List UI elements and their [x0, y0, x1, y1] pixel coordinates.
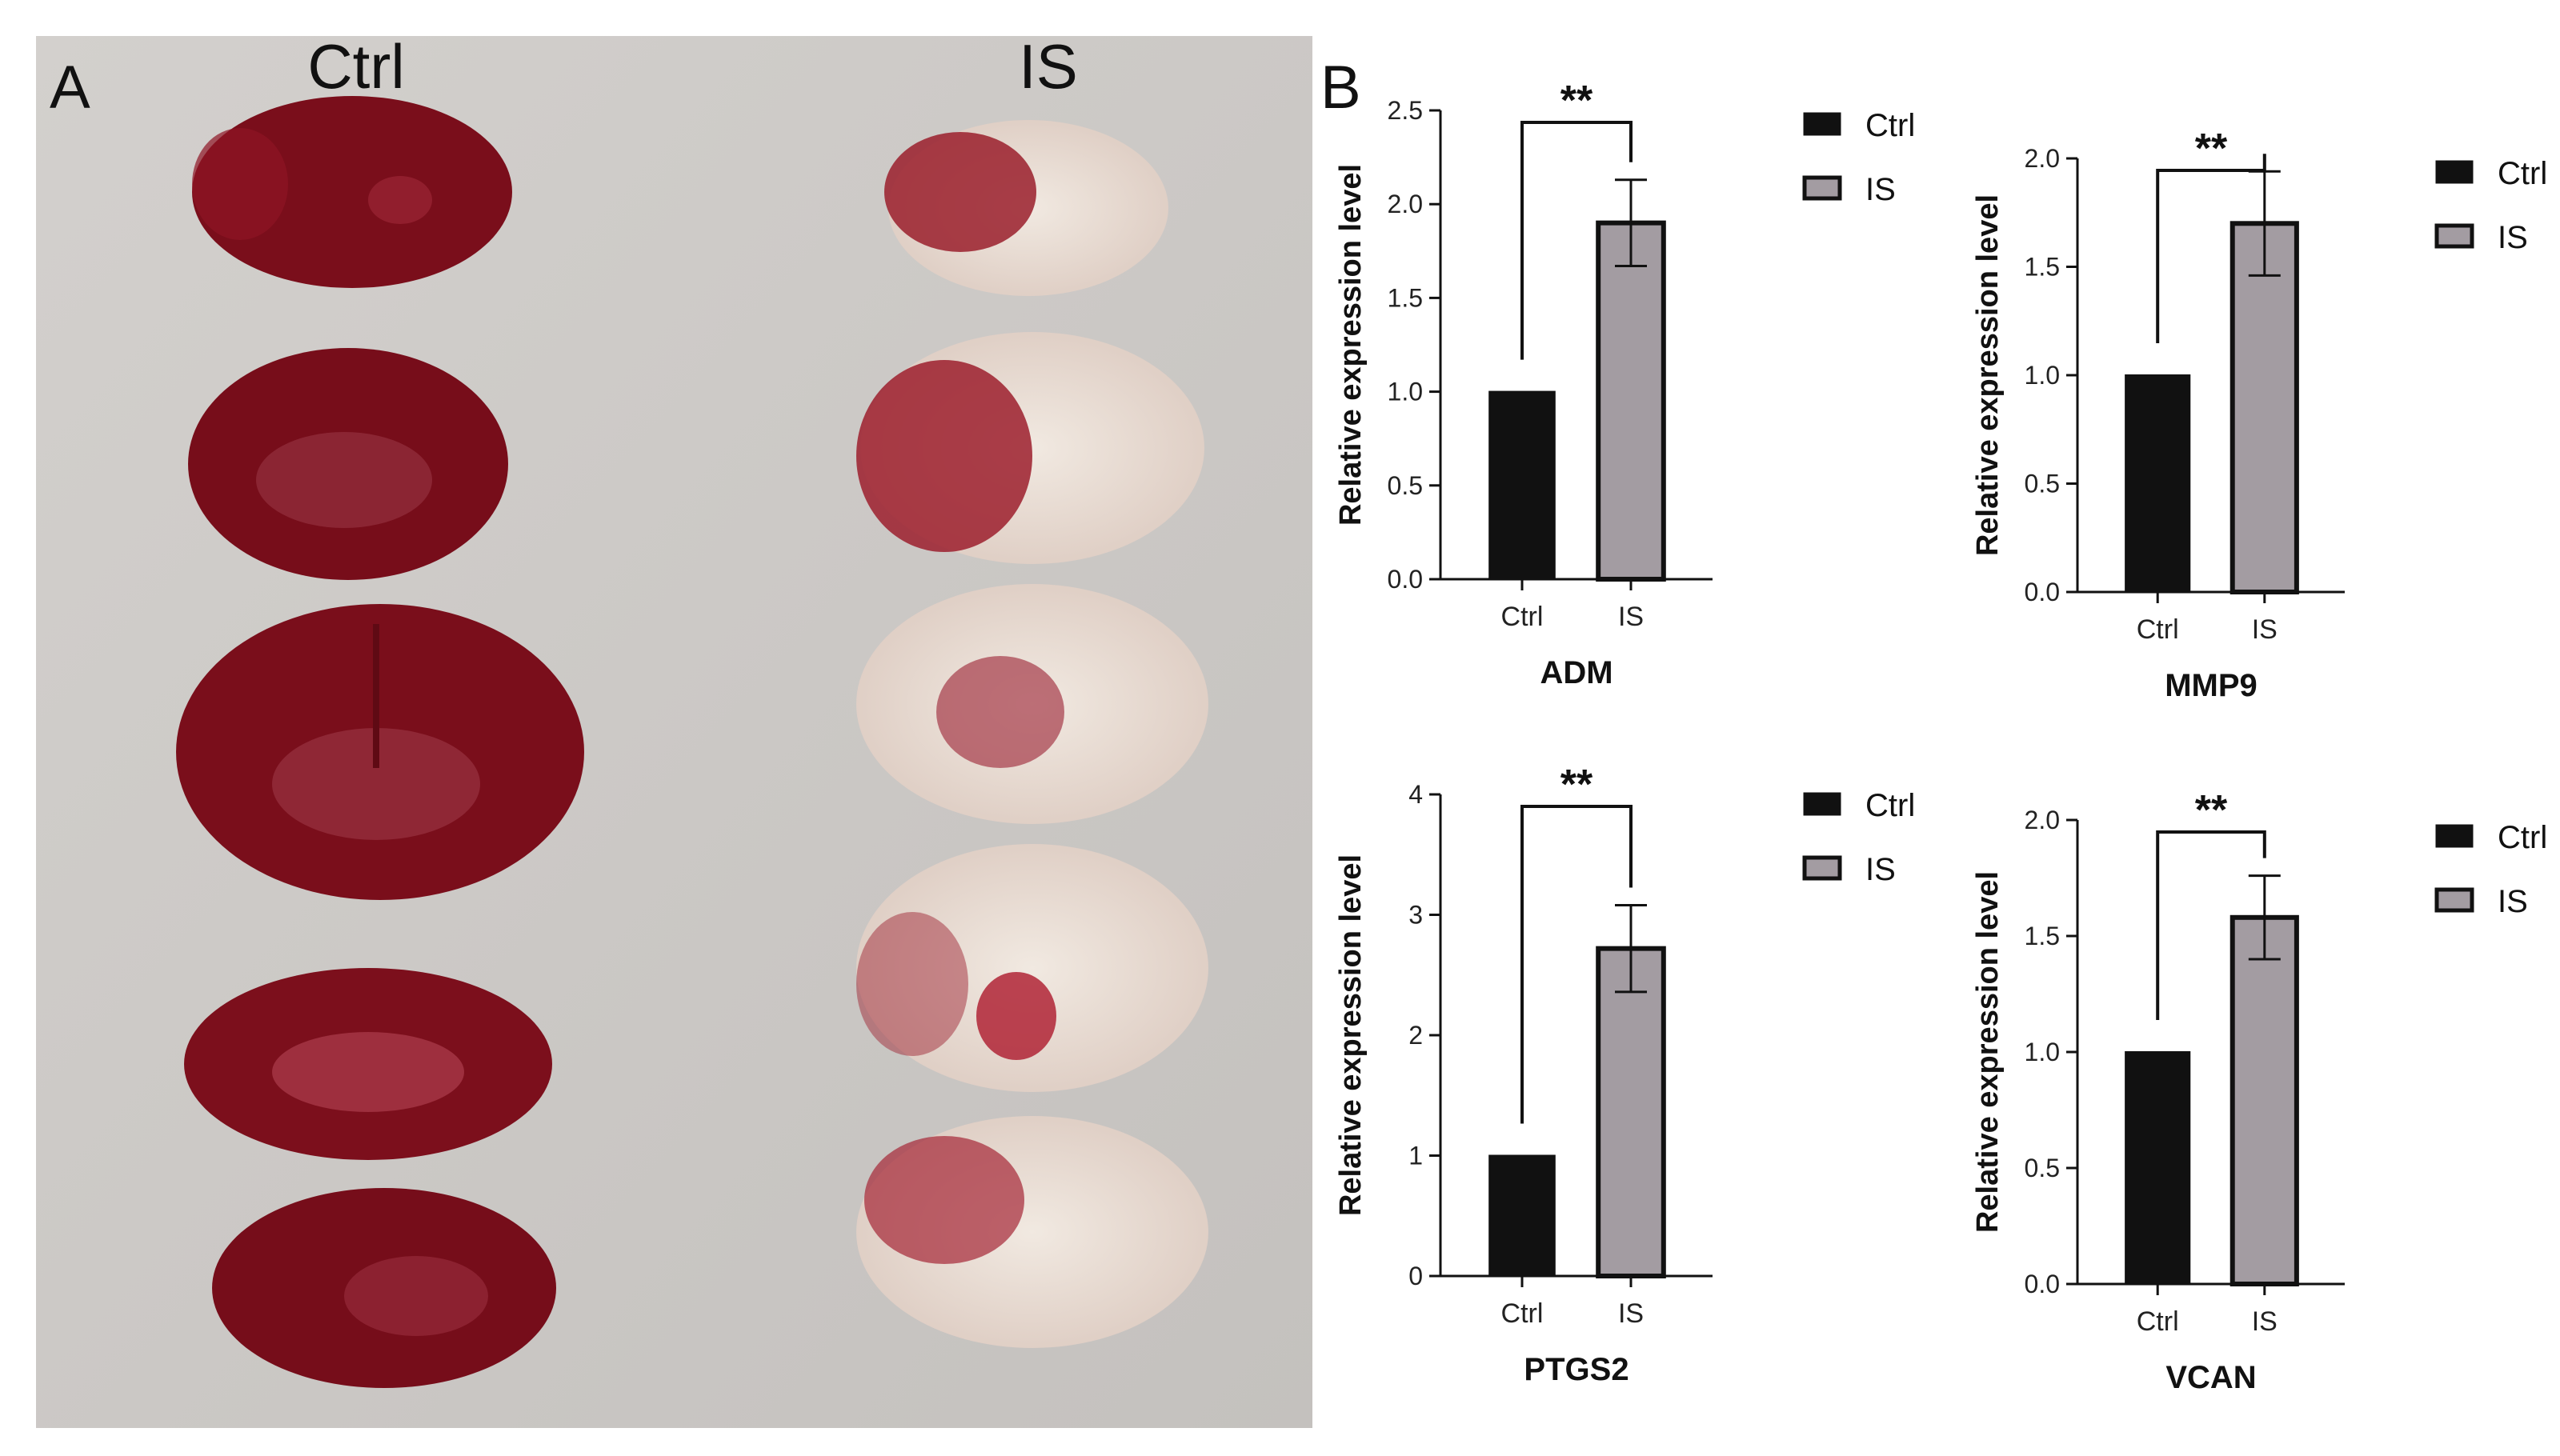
x-tick-label: Ctrl — [1501, 602, 1544, 632]
bar-is — [1596, 946, 1666, 1278]
x-tick-label: Ctrl — [1501, 1298, 1544, 1329]
panel-b-letter: B — [1320, 54, 1361, 122]
y-tick-label: 1.0 — [2025, 361, 2060, 390]
legend-label-ctrl: Ctrl — [1865, 788, 1915, 823]
brain-slice-is-1 — [884, 120, 1168, 296]
bar-ctrl — [2125, 374, 2191, 593]
x-tick-label: Ctrl — [2137, 1306, 2179, 1337]
y-tick-label: 1.5 — [2025, 253, 2060, 282]
gene-title: VCAN — [2165, 1360, 2256, 1395]
y-tick-label: 0.0 — [2025, 578, 2060, 606]
y-tick-label: 4 — [1408, 780, 1423, 809]
legend-label-is: IS — [2498, 220, 2528, 255]
y-tick-label: 1.5 — [1388, 283, 1423, 312]
y-tick-label: 0.5 — [1388, 471, 1423, 500]
bar-ctrl — [1488, 390, 1556, 580]
x-tick-label: IS — [1618, 602, 1644, 632]
bar-is — [2229, 914, 2299, 1287]
y-axis-title: Relative expression level — [1971, 194, 2005, 556]
significance-bracket — [1520, 121, 1633, 360]
significance-label: ** — [1560, 78, 1593, 124]
y-tick-label: 0 — [1408, 1262, 1423, 1290]
gene-title: MMP9 — [2165, 668, 2258, 703]
legend-label-ctrl: Ctrl — [2498, 156, 2547, 191]
brain-slice-is-4 — [856, 844, 1208, 1092]
y-axis-title: Relative expression level — [1334, 854, 1368, 1216]
y-axis-title: Relative expression level — [1971, 871, 2005, 1233]
y-tick-label: 1.0 — [1388, 378, 1423, 406]
significance-label: ** — [2195, 126, 2228, 172]
gene-title: PTGS2 — [1524, 1352, 1629, 1387]
y-axis-title: Relative expression level — [1334, 164, 1368, 526]
y-tick-label: 0.5 — [2025, 470, 2060, 498]
legend-swatch-ctrl — [2435, 160, 2474, 184]
y-tick-label: 2 — [1408, 1021, 1423, 1050]
group-label-ctrl: Ctrl — [307, 31, 404, 102]
legend-label-is: IS — [1865, 852, 1896, 887]
panel-a-letter: A — [50, 54, 90, 122]
significance-label: ** — [1560, 762, 1593, 808]
panel-a-photo: A Ctrl IS — [36, 31, 1312, 1428]
brain-slice-ctrl-5 — [212, 1188, 556, 1388]
legend-swatch-is — [1802, 175, 1842, 201]
significance-label: ** — [2195, 787, 2228, 834]
y-tick-label: 0.0 — [1388, 565, 1423, 594]
y-tick-label: 2.0 — [2025, 806, 2060, 834]
legend-swatch-ctrl — [1803, 792, 1841, 816]
is-brain-slices — [856, 120, 1208, 1348]
ctrl-brain-slices — [176, 96, 584, 1388]
legend-label-is: IS — [1865, 172, 1896, 207]
chart-ptgs2: 0 1 2 3 4 Ctrl IS ** Relative expression level PT… — [1334, 762, 1915, 1387]
legend-label-ctrl: Ctrl — [2498, 820, 2547, 855]
gene-title: ADM — [1540, 655, 1613, 690]
legend-swatch-ctrl — [2435, 824, 2474, 848]
brain-slice-ctrl-1 — [192, 96, 512, 288]
significance-bracket — [2156, 830, 2266, 1020]
group-label-is: IS — [1019, 31, 1078, 102]
y-tick-label: 0.0 — [2025, 1270, 2060, 1298]
x-tick-label: Ctrl — [2137, 614, 2179, 645]
legend-swatch-is — [1802, 855, 1842, 881]
y-tick-label: 2.0 — [2025, 144, 2060, 173]
chart-vcan: 0.0 0.5 1.0 1.5 2.0 Ctrl IS ** Relative expressi… — [1971, 787, 2547, 1395]
x-tick-label: IS — [2252, 1306, 2278, 1337]
brain-slice-is-3 — [856, 584, 1208, 824]
y-tick-label: 2.5 — [1388, 96, 1423, 125]
brain-slice-ctrl-4 — [184, 968, 552, 1160]
bar-ctrl — [2125, 1051, 2191, 1285]
bar-ctrl — [1488, 1154, 1556, 1277]
brain-slice-is-5 — [856, 1116, 1208, 1348]
significance-bracket — [2156, 154, 2266, 343]
legend-swatch-is — [2434, 223, 2474, 249]
y-tick-label: 2.0 — [1388, 190, 1423, 218]
y-tick-label: 0.5 — [2025, 1154, 2060, 1182]
legend-swatch-is — [2434, 887, 2474, 913]
legend-swatch-ctrl — [1803, 112, 1841, 136]
bar-is — [1596, 220, 1666, 582]
brain-slice-ctrl-2 — [188, 348, 508, 580]
brain-slice-is-2 — [856, 332, 1204, 564]
significance-bracket — [1520, 805, 1633, 1124]
y-tick-label: 1.0 — [2025, 1038, 2060, 1066]
bar-is — [2229, 221, 2299, 594]
x-tick-label: IS — [1618, 1298, 1644, 1329]
chart-adm: 0.0 0.5 1.0 1.5 2.0 2.5 Ctrl IS ** Relative expre… — [1334, 78, 1915, 690]
y-tick-label: 1 — [1408, 1142, 1423, 1170]
legend-label-is: IS — [2498, 884, 2528, 919]
y-tick-label: 1.5 — [2025, 922, 2060, 950]
y-tick-label: 3 — [1408, 901, 1423, 930]
chart-mmp9: 0.0 0.5 1.0 1.5 2.0 Ctrl IS ** Relative expressi… — [1971, 126, 2547, 703]
brain-slice-ctrl-3 — [176, 604, 584, 900]
legend-label-ctrl: Ctrl — [1865, 108, 1915, 143]
x-tick-label: IS — [2252, 614, 2278, 645]
